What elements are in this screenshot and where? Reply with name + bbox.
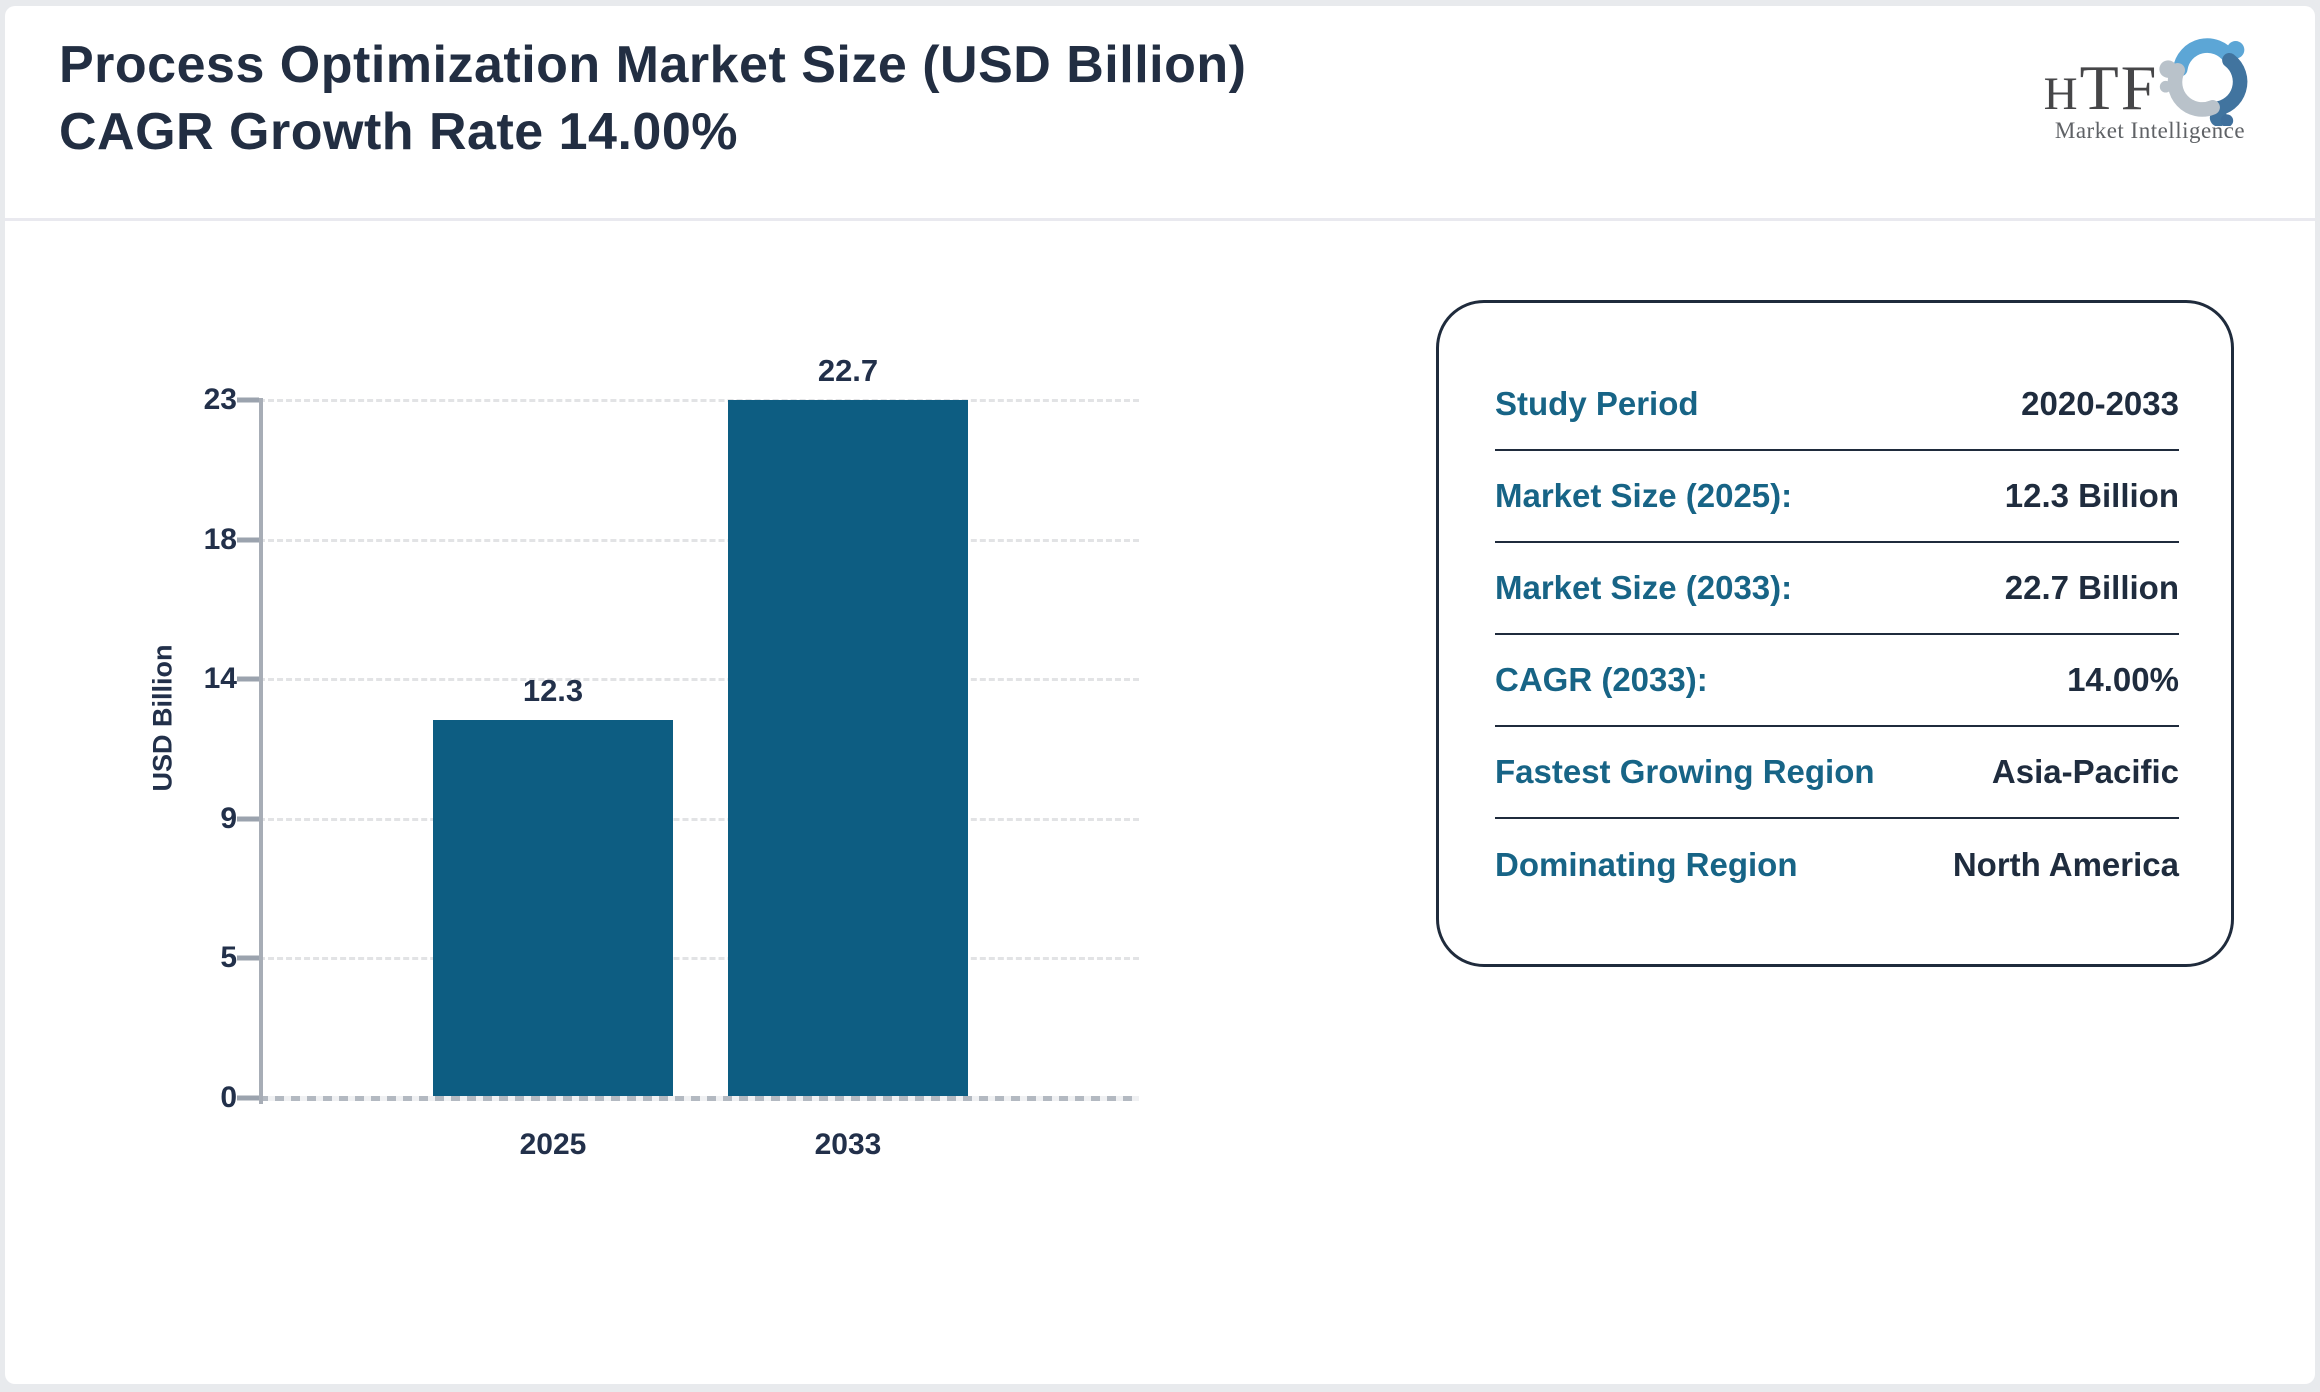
panel-row-label: Market Size (2033):: [1495, 569, 1793, 606]
x-baseline: [259, 1096, 1139, 1101]
y-axis-line: [259, 398, 263, 1104]
bar-value-label: 22.7: [817, 353, 879, 388]
panel-row-label: CAGR (2033):: [1495, 661, 1708, 698]
panel-row-value: North America: [1952, 846, 2179, 883]
panel-row-value: Asia-Pacific: [1991, 753, 2179, 790]
bar-chart: USD Billion 0 5 9 14 18 23 12.3 2025 22.7 2033: [5, 6, 2315, 1384]
x-axis-label: 2025: [519, 1128, 587, 1161]
bar-2025: [433, 719, 673, 1098]
panel-row-value: 14.00%: [2067, 661, 2179, 698]
tick-mark: [237, 1095, 259, 1101]
x-axis-label: 2033: [814, 1128, 882, 1161]
title-line-2: CAGR Growth Rate 14.00%: [59, 103, 738, 161]
panel-row-label: Dominating Region: [1495, 846, 1798, 883]
tick-mark: [237, 676, 259, 682]
tick-mark: [237, 397, 259, 403]
panel-row: Fastest Growing Region Asia-Pacific: [1495, 727, 2179, 819]
grid-line: [259, 678, 1139, 682]
title-line-1: Process Optimization Market Size (USD Bi…: [59, 36, 1247, 94]
logo-text: HTF: [2043, 52, 2159, 124]
grid-line: [259, 399, 1139, 402]
tick-mark: [237, 537, 259, 543]
header-divider: [5, 218, 2315, 221]
tick-label: 0: [220, 1081, 237, 1114]
tick-label: 18: [203, 522, 237, 556]
panel-row: Dominating Region North America: [1495, 819, 2179, 911]
panel-row: Market Size (2025): 12.3 Billion: [1495, 451, 2179, 543]
report-card: Process Optimization Market Size (USD Bi…: [5, 6, 2315, 1384]
logo-swirl-icon: [2159, 38, 2248, 126]
tick-label: 14: [203, 662, 237, 696]
grid-line: [259, 817, 1139, 821]
htf-logo: HTF: [2043, 28, 2257, 144]
bar-value-label: 12.3: [522, 672, 584, 708]
panel-row-label: Fastest Growing Region: [1495, 753, 1875, 790]
info-panel: Study Period 2020-2033 Market Size (2025):…: [1436, 300, 2234, 967]
grid-line: [259, 957, 1139, 961]
panel-row-value: 22.7 Billion: [2004, 569, 2179, 606]
tick-label: 23: [203, 383, 237, 416]
logo-top-row: HTF: [2043, 28, 2257, 126]
tick-label: 9: [220, 801, 237, 835]
grid-line: [259, 538, 1139, 542]
tick-mark: [237, 816, 259, 822]
panel-row-label: Market Size (2025):: [1495, 477, 1793, 514]
tick-label: 5: [220, 941, 237, 975]
panel-row: CAGR (2033): 14.00%: [1495, 635, 2179, 727]
panel-row-label: Study Period: [1495, 385, 1699, 422]
logo-subtext: Market Intelligence: [2054, 118, 2246, 143]
panel-row: Study Period 2020-2033: [1495, 359, 2179, 451]
panel-row-value: 2020-2033: [2021, 385, 2179, 422]
panel-row-value: 12.3 Billion: [2004, 477, 2179, 514]
panel-row: Market Size (2033): 22.7 Billion: [1495, 543, 2179, 635]
page-title: Process Optimization Market Size (USD Bi…: [59, 32, 1246, 166]
tick-mark: [237, 955, 259, 961]
bar-2033: [728, 400, 968, 1098]
